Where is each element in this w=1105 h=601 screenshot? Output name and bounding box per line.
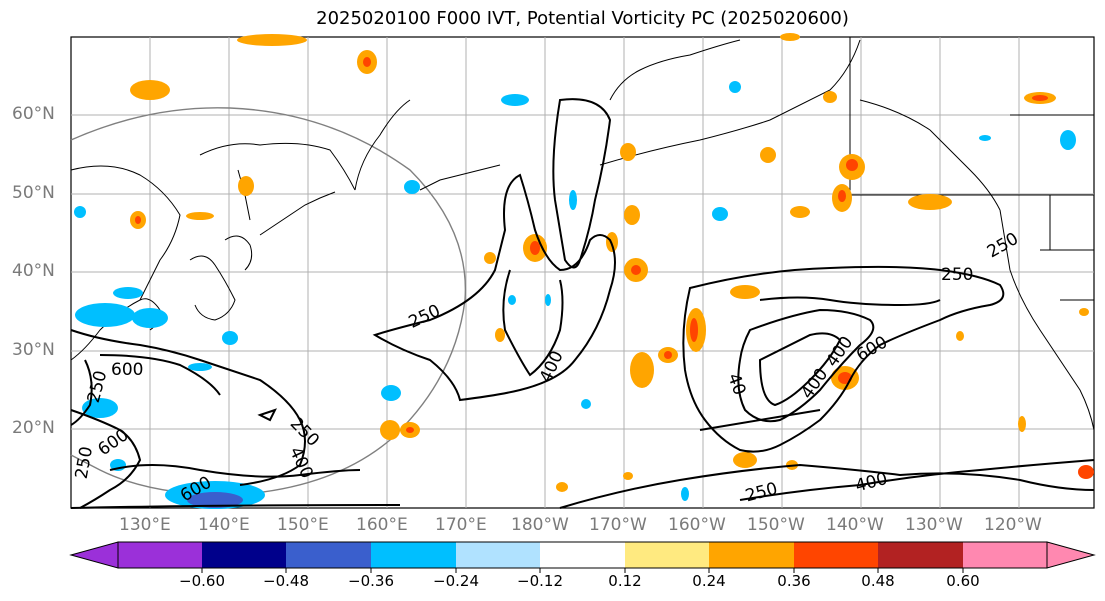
- colorbar-tick-label: 0.48: [861, 572, 895, 590]
- colorbar-tick-label: 0.24: [692, 572, 726, 590]
- lon-label: 170°W: [589, 515, 647, 535]
- contour-label: 250: [941, 265, 973, 285]
- contour-label: 600: [111, 360, 143, 380]
- lon-label: 160°W: [668, 515, 726, 535]
- lat-label: 40°N: [12, 261, 55, 281]
- colorbar-tick-label: −0.24: [433, 572, 479, 590]
- lat-label: 20°N: [12, 418, 55, 438]
- colorbar-tick-label: −0.48: [263, 572, 309, 590]
- colorbar: [69, 541, 1096, 573]
- lon-label: 180°W: [511, 515, 569, 535]
- colorbar-tick-label: 0.36: [777, 572, 811, 590]
- lon-label: 130°W: [905, 515, 963, 535]
- lon-label: 140°E: [198, 515, 250, 535]
- pv-shading: [74, 33, 1094, 509]
- colorbar-tick-label: 0.60: [946, 572, 980, 590]
- colorbar-extend-max: [1046, 541, 1096, 569]
- lon-label: 150°E: [277, 515, 329, 535]
- colorbar-tick-label: 0.12: [608, 572, 642, 590]
- lon-label: 170°E: [435, 515, 487, 535]
- lon-label: 140°W: [826, 515, 884, 535]
- lat-label: 30°N: [12, 340, 55, 360]
- lon-label: 150°W: [747, 515, 805, 535]
- lon-label: 120°W: [984, 515, 1042, 535]
- lat-label: 60°N: [12, 104, 55, 124]
- colorbar-extend-min: [69, 541, 119, 569]
- gridlines: [71, 37, 1094, 508]
- lat-label: 50°N: [12, 183, 55, 203]
- ivt-contours: [70, 98, 1095, 509]
- map-title: 2025020100 F000 IVT, Potential Vorticity…: [316, 8, 849, 29]
- colorbar-tick-label: −0.60: [179, 572, 225, 590]
- lon-label: 130°E: [119, 515, 171, 535]
- colorbar-tick-label: −0.36: [348, 572, 394, 590]
- lon-label: 160°E: [356, 515, 408, 535]
- colorbar-tick-label: −0.12: [517, 572, 563, 590]
